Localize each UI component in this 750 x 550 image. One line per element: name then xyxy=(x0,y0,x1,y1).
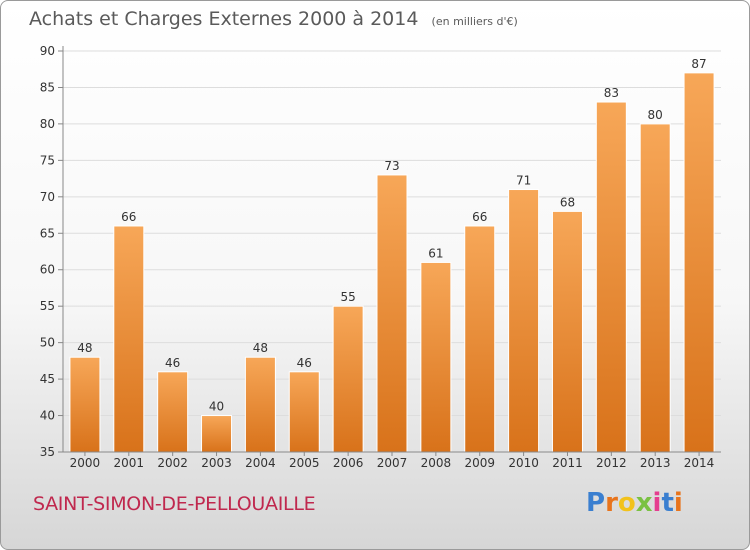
bar xyxy=(464,225,496,453)
data-label: 80 xyxy=(648,108,663,122)
x-tick-label: 2009 xyxy=(464,456,495,470)
y-tick-label: 65 xyxy=(40,226,55,240)
bar xyxy=(332,305,364,453)
commune-name: SAINT-SIMON-DE-PELLOUAILLE xyxy=(33,493,316,515)
logo-letter: o xyxy=(617,488,636,518)
data-label: 68 xyxy=(560,195,575,209)
y-tick-label: 50 xyxy=(40,336,55,350)
x-tick-label: 2006 xyxy=(333,456,364,470)
chart-title: Achats et Charges Externes 2000 à 2014 xyxy=(29,8,419,30)
bar xyxy=(69,356,101,453)
logo-letter: r xyxy=(605,488,618,518)
logo-letter: t xyxy=(661,488,674,518)
logo-letter: x xyxy=(635,488,653,518)
y-tick-label: 70 xyxy=(40,190,55,204)
bar xyxy=(157,371,189,453)
x-tick-label: 2010 xyxy=(508,456,539,470)
y-tick-label: 35 xyxy=(40,445,55,459)
bar xyxy=(288,371,320,453)
logo-letter: i xyxy=(652,488,662,518)
data-label: 48 xyxy=(77,341,92,355)
data-label: 87 xyxy=(691,57,706,71)
y-tick-label: 60 xyxy=(40,263,55,277)
title-row: Achats et Charges Externes 2000 à 2014 (… xyxy=(29,8,518,30)
y-tick-label: 55 xyxy=(40,299,55,313)
data-label: 48 xyxy=(253,341,268,355)
data-label: 61 xyxy=(428,246,443,260)
y-tick-label: 45 xyxy=(40,372,55,386)
x-tick-label: 2001 xyxy=(114,456,145,470)
bar xyxy=(508,189,540,453)
bar xyxy=(639,123,671,453)
x-tick-label: 2012 xyxy=(596,456,627,470)
bar xyxy=(201,415,233,453)
x-tick-label: 2011 xyxy=(552,456,583,470)
x-tick-label: 2014 xyxy=(684,456,715,470)
bar xyxy=(376,174,408,453)
data-label: 40 xyxy=(209,400,224,414)
data-label: 83 xyxy=(604,86,619,100)
x-tick-label: 2007 xyxy=(377,456,408,470)
y-tick-label: 75 xyxy=(40,153,55,167)
data-label: 46 xyxy=(165,356,180,370)
x-tick-label: 2004 xyxy=(245,456,276,470)
y-tick-label: 80 xyxy=(40,117,55,131)
data-label: 71 xyxy=(516,174,531,188)
bar xyxy=(683,72,715,453)
y-tick-label: 90 xyxy=(40,44,55,58)
bar xyxy=(551,210,583,453)
bar xyxy=(113,225,145,453)
bar xyxy=(420,261,452,453)
labels: 35 40 45 50 55 60 65 70 75 80 85 90 48 2000 66 2001 46 20… xyxy=(40,44,715,470)
y-tick-label: 40 xyxy=(40,409,55,423)
data-label: 66 xyxy=(121,210,136,224)
logo-letter: i xyxy=(673,488,683,518)
x-tick-label: 2003 xyxy=(201,456,232,470)
bar xyxy=(595,101,627,453)
x-tick-label: 2008 xyxy=(421,456,452,470)
x-tick-label: 2002 xyxy=(157,456,188,470)
proxiti-logo: Proxiti xyxy=(586,488,683,518)
bar xyxy=(244,356,276,453)
axes xyxy=(58,46,721,456)
bars xyxy=(69,72,715,453)
x-tick-label: 2000 xyxy=(70,456,101,470)
data-label: 73 xyxy=(384,159,399,173)
chart-subtitle: (en milliers d'€) xyxy=(431,15,518,28)
data-label: 55 xyxy=(340,290,355,304)
logo-letter: P xyxy=(586,488,606,518)
x-tick-label: 2013 xyxy=(640,456,671,470)
x-tick-label: 2005 xyxy=(289,456,320,470)
data-label: 66 xyxy=(472,210,487,224)
y-tick-label: 85 xyxy=(40,80,55,94)
data-label: 46 xyxy=(297,356,312,370)
